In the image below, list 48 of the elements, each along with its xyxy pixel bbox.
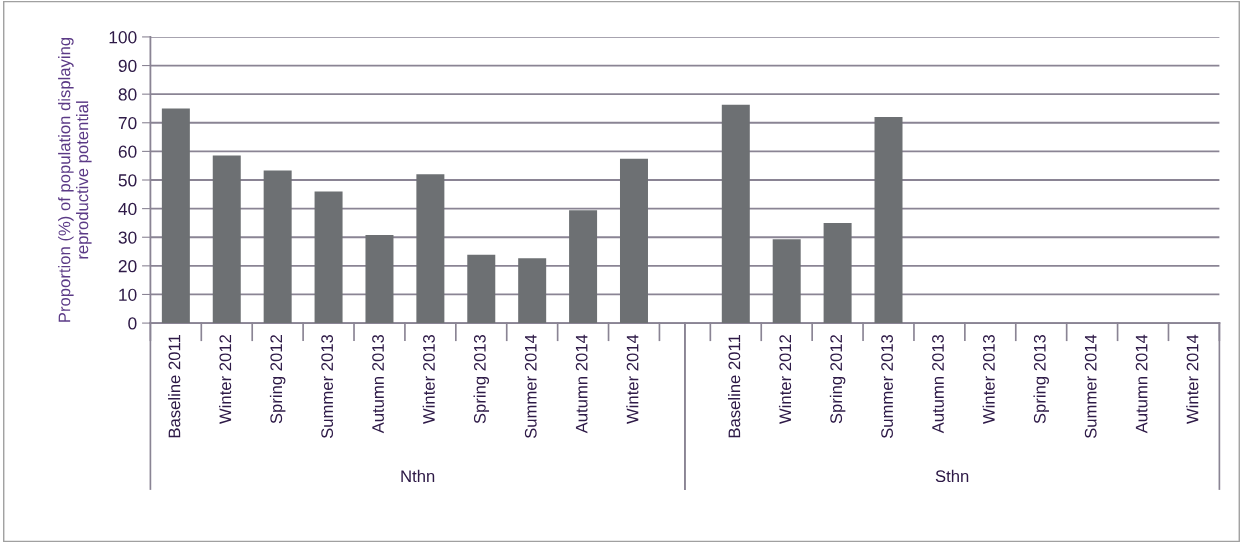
x-tick-label: Winter 2012	[218, 335, 232, 424]
bar	[772, 239, 801, 324]
x-tick-label: Summer 2014	[524, 334, 537, 439]
y-tick-label: 90	[118, 59, 137, 72]
x-tick-label: Autumn 2014	[1135, 334, 1148, 434]
bar	[569, 210, 598, 324]
x-tick-label: Autumn 2014	[575, 334, 588, 434]
text: Nthn	[401, 469, 435, 483]
y-tick-label: 20	[118, 260, 137, 273]
y-tick-label: 0	[128, 317, 137, 330]
bar	[161, 108, 190, 324]
y-axis-title: Proportion (%) of population displaying reproductive potential	[58, 37, 92, 322]
y-tick-label: 30	[118, 231, 137, 244]
x-tick-label: Autumn 2013	[932, 334, 944, 434]
bar	[365, 234, 394, 324]
x-tick-label: Baseline 2011	[728, 335, 741, 438]
x-tick-label: Winter 2012	[778, 335, 792, 424]
text: Sthn	[935, 469, 969, 483]
x-tick-label: Baseline 2011	[168, 335, 181, 438]
bar	[619, 158, 648, 324]
y-tick-label: 50	[118, 174, 137, 187]
x-tick-label: Spring 2013	[473, 334, 490, 424]
y-tick-label: 80	[118, 88, 137, 101]
bar	[874, 117, 903, 324]
x-tick-label: Summer 2013	[321, 334, 334, 439]
bar	[212, 155, 241, 324]
bar	[263, 170, 292, 324]
y-tick-label: 70	[118, 116, 137, 130]
bar	[721, 104, 750, 324]
y-tick-label: 100	[109, 31, 137, 44]
x-tick-label: Winter 2014	[626, 334, 639, 424]
x-tick-label: Winter 2014	[1186, 334, 1199, 424]
y-tick-label: 10	[119, 288, 137, 301]
x-tick-label: Winter 2013	[422, 334, 435, 424]
x-tick-label: Summer 2014	[1084, 334, 1097, 439]
bar	[416, 174, 445, 324]
x-tick-label: Summer 2013	[881, 334, 893, 439]
y-tick-label: 40	[118, 202, 137, 216]
y-tick-label: 60	[118, 145, 137, 158]
x-tick-label: Autumn 2013	[372, 334, 384, 434]
bar	[823, 222, 852, 324]
bar	[314, 191, 343, 324]
x-tick-label: Spring 2012	[269, 335, 286, 424]
x-tick-label: Winter 2013	[982, 334, 995, 424]
bar	[518, 258, 547, 324]
bar	[467, 254, 496, 324]
x-tick-label: Spring 2013	[1033, 334, 1049, 424]
x-tick-label: Spring 2012	[829, 335, 846, 424]
